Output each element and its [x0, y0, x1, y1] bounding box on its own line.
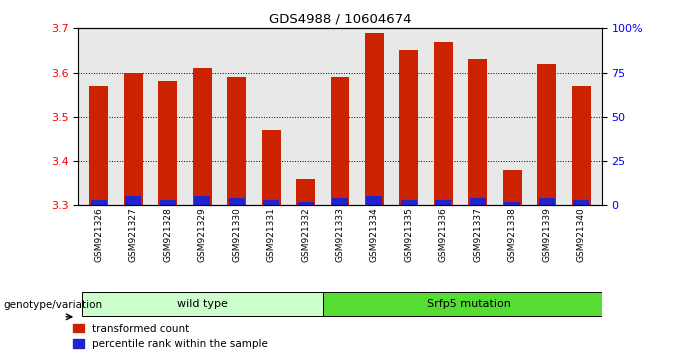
Text: GSM921327: GSM921327	[129, 207, 138, 262]
Bar	[572, 86, 591, 205]
Bar	[330, 77, 350, 205]
Text: GSM921331: GSM921331	[267, 207, 275, 262]
Bar	[399, 51, 418, 205]
Bar	[227, 77, 246, 205]
Text: GSM921328: GSM921328	[163, 207, 172, 262]
Bar	[435, 200, 452, 205]
Bar	[262, 130, 281, 205]
Text: genotype/variation: genotype/variation	[3, 300, 103, 310]
Bar	[323, 292, 615, 315]
Bar	[160, 200, 176, 205]
Bar	[125, 196, 141, 205]
Bar	[194, 196, 210, 205]
Bar	[470, 198, 486, 205]
Bar	[434, 42, 453, 205]
Text: wild type: wild type	[177, 298, 228, 309]
Bar	[573, 200, 589, 205]
Bar	[503, 170, 522, 205]
Bar	[298, 202, 313, 205]
Bar	[228, 198, 245, 205]
Text: Srfp5 mutation: Srfp5 mutation	[427, 298, 511, 309]
Bar	[539, 198, 555, 205]
Text: GSM921338: GSM921338	[508, 207, 517, 262]
Legend: transformed count, percentile rank within the sample: transformed count, percentile rank withi…	[73, 324, 268, 349]
Bar	[89, 86, 108, 205]
Bar	[158, 81, 177, 205]
Bar	[332, 198, 348, 205]
Bar	[469, 59, 488, 205]
Bar	[537, 64, 556, 205]
Bar	[365, 33, 384, 205]
Bar	[504, 202, 520, 205]
Text: GSM921329: GSM921329	[198, 207, 207, 262]
Bar	[263, 200, 279, 205]
Text: GSM921330: GSM921330	[232, 207, 241, 262]
Bar	[367, 196, 382, 205]
Bar	[91, 200, 107, 205]
Text: GSM921339: GSM921339	[542, 207, 551, 262]
Text: GSM921336: GSM921336	[439, 207, 448, 262]
Text: GSM921332: GSM921332	[301, 207, 310, 262]
Bar	[296, 179, 315, 205]
Text: GSM921334: GSM921334	[370, 207, 379, 262]
Bar	[82, 292, 323, 315]
Text: GSM921340: GSM921340	[577, 207, 585, 262]
Text: GSM921337: GSM921337	[473, 207, 482, 262]
Bar	[192, 68, 211, 205]
Bar	[124, 73, 143, 205]
Title: GDS4988 / 10604674: GDS4988 / 10604674	[269, 13, 411, 26]
Bar	[401, 200, 417, 205]
Text: GSM921335: GSM921335	[405, 207, 413, 262]
Text: GSM921333: GSM921333	[335, 207, 345, 262]
Text: GSM921326: GSM921326	[95, 207, 103, 262]
